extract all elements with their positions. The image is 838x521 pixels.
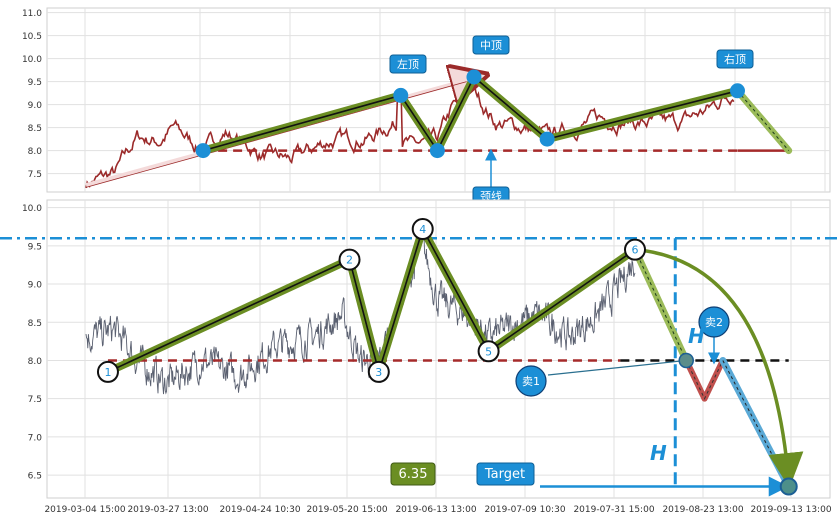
left-top-callout-box xyxy=(389,54,427,74)
upper-y-tick-label: 8.0 xyxy=(28,147,43,157)
lower-x-tick-label: 2019-04-24 10:30 xyxy=(219,505,300,515)
lower-x-tick-label: 2019-06-13 13:00 xyxy=(395,505,476,515)
projection-to-sell1-core xyxy=(634,249,687,361)
lower-x-tick-label: 2019-07-09 10:30 xyxy=(484,505,565,515)
upper-y-tick-label: 9.5 xyxy=(28,78,42,88)
lower-pattern-lines xyxy=(103,225,639,376)
lower-y-ticks: 6.5 7.0 7.5 8.0 8.5 9.0 9.5 10.0 xyxy=(22,204,42,481)
upper-pattern-segment-core xyxy=(737,90,790,151)
numbered-point-label: 1 xyxy=(104,366,111,379)
upper-pattern-segment-core xyxy=(546,90,738,140)
upper-pattern-dot xyxy=(539,131,555,147)
sell1-label: 卖1 xyxy=(522,375,540,388)
numbered-point-2 xyxy=(338,248,361,271)
middle-top-callout-box xyxy=(472,35,510,55)
curved-projection-arrow xyxy=(634,247,804,488)
sell1-point xyxy=(678,352,694,369)
lower-pattern-segment-core xyxy=(422,228,490,352)
lower-panel: 6.5 7.0 7.5 8.0 8.5 9.0 9.5 10.0 2019-03-04 15:… xyxy=(0,199,838,515)
height-label-upper: H xyxy=(688,324,705,348)
upper-pattern-dot xyxy=(393,87,409,103)
numbered-point-label: 4 xyxy=(419,223,426,236)
upper-y-tick-label: 9.0 xyxy=(28,101,43,111)
lower-x-ticks: 2019-03-04 15:00 2019-03-27 13:00 2019-04-… xyxy=(44,505,831,515)
lower-y-tick-label: 7.0 xyxy=(28,433,43,443)
upper-pattern-dot xyxy=(466,69,482,85)
lower-numbered-markers: 1 2 3 4 5 6 xyxy=(96,218,798,496)
right-top-callout-label: 右顶 xyxy=(724,52,746,66)
lower-y-tick-label: 9.5 xyxy=(28,242,42,252)
lower-x-tick-label: 2019-09-13 13:00 xyxy=(750,505,831,515)
target-label: Target xyxy=(484,467,525,482)
upper-pattern-segment-core xyxy=(436,76,475,151)
numbered-point-5 xyxy=(477,340,500,363)
lower-x-tick-label: 2019-03-27 13:00 xyxy=(127,505,208,515)
sell1-bubble xyxy=(515,365,547,397)
numbered-point-label: 5 xyxy=(485,345,492,358)
numbered-point-6 xyxy=(624,238,646,261)
upper-markers xyxy=(195,69,745,159)
lower-y-tick-label: 10.0 xyxy=(22,204,42,214)
upper-y-tick-label: 10.0 xyxy=(22,55,42,65)
upper-y-tick-label: 10.5 xyxy=(22,32,42,42)
lower-y-tick-label: 8.0 xyxy=(28,357,43,367)
lower-y-tick-label: 9.0 xyxy=(28,281,43,291)
lower-pattern-segment-core xyxy=(107,258,350,373)
numbered-point-label: 2 xyxy=(346,254,353,267)
lower-pattern-segment-core xyxy=(348,259,380,373)
lower-y-tick-label: 8.5 xyxy=(28,319,42,329)
right-top-callout-box xyxy=(716,49,754,69)
retest-zigzag-core xyxy=(685,360,724,400)
numbered-point-4 xyxy=(411,218,434,241)
upper-y-tick-label: 7.5 xyxy=(28,170,42,180)
upper-pattern-dot xyxy=(195,143,211,159)
upper-pattern-segment-core xyxy=(202,94,401,152)
sell1-pointer xyxy=(547,359,687,376)
numbered-point-label: 3 xyxy=(375,366,382,379)
target-value-badge xyxy=(390,462,436,486)
target-value-label: 6.35 xyxy=(399,467,428,482)
lower-x-tick-label: 2019-03-04 15:00 xyxy=(44,505,125,515)
lower-projection xyxy=(540,246,804,497)
upper-pattern-segment-core xyxy=(473,76,548,140)
upper-grid xyxy=(47,8,830,192)
target-point xyxy=(779,477,798,496)
numbered-point-label: 6 xyxy=(632,244,639,257)
numbered-point-3 xyxy=(367,360,390,383)
upper-y-tick-label: 8.5 xyxy=(28,124,42,134)
upper-pattern-segment-core xyxy=(400,94,439,152)
upper-pattern-lines xyxy=(199,73,793,155)
lower-y-tick-label: 6.5 xyxy=(28,472,42,482)
sell2-bubble xyxy=(698,306,730,338)
lower-y-tick-label: 7.5 xyxy=(28,395,42,405)
target-badge xyxy=(476,462,535,486)
lower-pattern-segment-core xyxy=(378,228,424,373)
middle-top-callout-label: 中顶 xyxy=(480,39,502,52)
numbered-point-1 xyxy=(96,360,119,383)
lower-x-tick-label: 2019-07-31 15:00 xyxy=(573,505,654,515)
upper-y-ticks: 7.5 8.0 8.5 9.0 9.5 10.0 10.5 11.0 xyxy=(22,9,42,180)
upper-pattern-dot xyxy=(429,143,445,159)
upper-pattern-dot xyxy=(729,83,745,99)
height-label-lower: H xyxy=(650,441,667,465)
lower-x-tick-label: 2019-08-23 13:00 xyxy=(662,505,743,515)
upper-y-tick-label: 11.0 xyxy=(22,9,42,19)
left-top-callout-label: 左顶 xyxy=(397,58,419,71)
sell2-label: 卖2 xyxy=(705,316,723,329)
lower-plot-area xyxy=(46,199,831,499)
lower-pattern-segment-core xyxy=(488,249,636,352)
lower-x-tick-label: 2019-05-20 15:00 xyxy=(306,505,387,515)
